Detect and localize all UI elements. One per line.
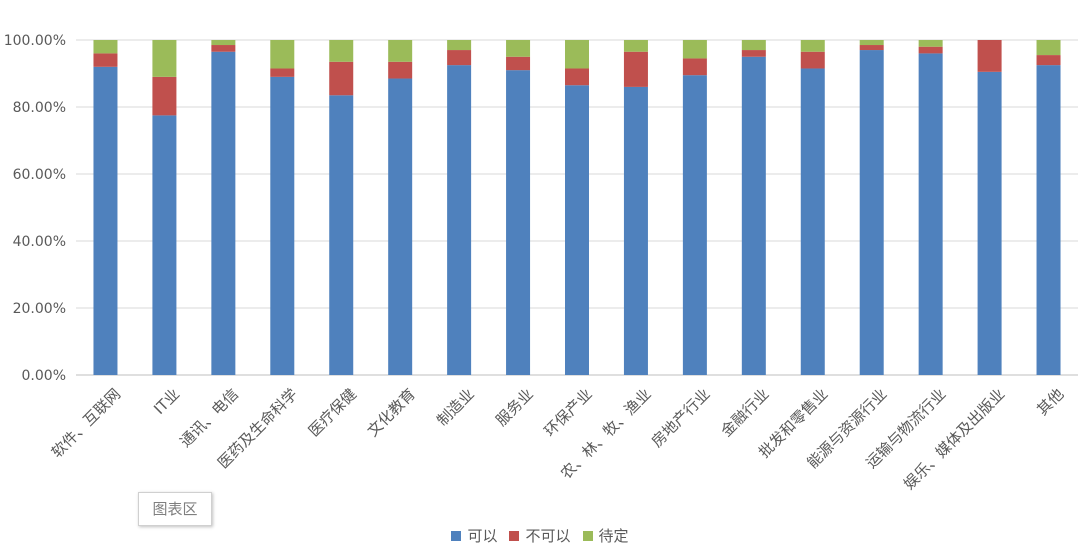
bar-segment [447,40,472,51]
legend-item: 待定 [582,525,629,546]
x-category-label: 制造业 [433,385,478,430]
bar-segment [211,40,236,46]
bar-segment [682,58,707,76]
bar-segment [623,51,648,87]
y-tick-label: 100.00% [4,33,66,49]
bar-segment [152,76,177,116]
bar-segment [682,40,707,59]
bar-segment [1036,55,1061,66]
legend-swatch [582,531,593,541]
bar-segment [977,40,1002,72]
bar-segment [388,61,413,79]
bar-segment [859,40,884,46]
legend-swatch [451,531,462,541]
x-category-label: 服务业 [492,385,537,430]
legend-item: 不可以 [509,525,571,546]
x-category-label: 环保产业 [541,385,596,440]
legend-swatch [509,531,520,541]
legend-label: 不可以 [525,527,571,545]
legend-item: 可以 [451,525,497,546]
bar-segment [623,86,648,376]
y-tick-label: 40.00% [13,234,66,250]
x-category-label: 房地产行业 [648,385,714,451]
bar-segment [565,68,589,86]
bar-segment [152,115,177,375]
bar-segment [800,51,825,69]
bar-segment [859,50,884,376]
y-tick-label: 20.00% [13,301,66,317]
bar-segment [741,56,766,375]
bar-segment [388,78,413,376]
y-tick-label: 80.00% [13,100,66,116]
bar-segment [329,40,354,62]
legend-label: 待定 [598,527,629,545]
x-category-label: 文化教育 [364,385,419,440]
x-category-label: IT业 [150,385,183,418]
bar-segment [565,85,589,375]
bar-segment [741,50,766,57]
x-category-label: 娱乐、媒体及出版业 [900,385,1008,493]
bar-segment [152,40,177,77]
bars [93,40,1061,376]
chart-area-tooltip: 图表区 [138,492,212,526]
bar-segment [977,71,1002,375]
bar-segment [859,45,884,51]
legend: 可以 不可以 待定 [0,525,1080,546]
bar-segment [447,50,472,66]
bar-segment [329,95,354,376]
bar-segment [270,40,295,69]
bar-segment [623,40,648,52]
bar-segment [211,45,236,52]
bar-segment [918,46,943,54]
y-tick-label: 0.00% [22,368,66,384]
bar-segment [388,40,413,62]
bar-segment [93,40,118,54]
bar-segment [800,40,825,52]
x-category-label: 软件、互联网 [48,385,124,461]
bar-segment [447,65,472,375]
y-tick-label: 60.00% [13,167,66,183]
bar-segment [506,70,531,376]
bar-segment [682,75,707,376]
bar-segment [918,53,943,376]
bar-segment [93,66,118,376]
bar-segment [741,40,766,51]
x-category-label: 其他 [1033,385,1067,419]
bar-segment [93,53,118,67]
legend-label: 可以 [467,527,498,545]
bar-segment [565,40,589,69]
bar-segment [800,68,825,375]
bar-segment [506,40,531,57]
bar-segment [329,61,354,96]
bar-segment [270,76,295,375]
bar-segment [1036,40,1061,56]
x-category-label: 医疗保健 [305,385,360,440]
bar-segment [506,56,531,71]
y-axis-tick-labels: 0.00% 20.00% 40.00% 60.00% 80.00% 100.00% [4,33,66,384]
bar-segment [918,40,943,47]
bar-segment [1036,65,1061,375]
bar-segment [211,51,236,375]
x-category-label: 金融行业 [717,385,772,440]
bar-segment [270,68,295,77]
